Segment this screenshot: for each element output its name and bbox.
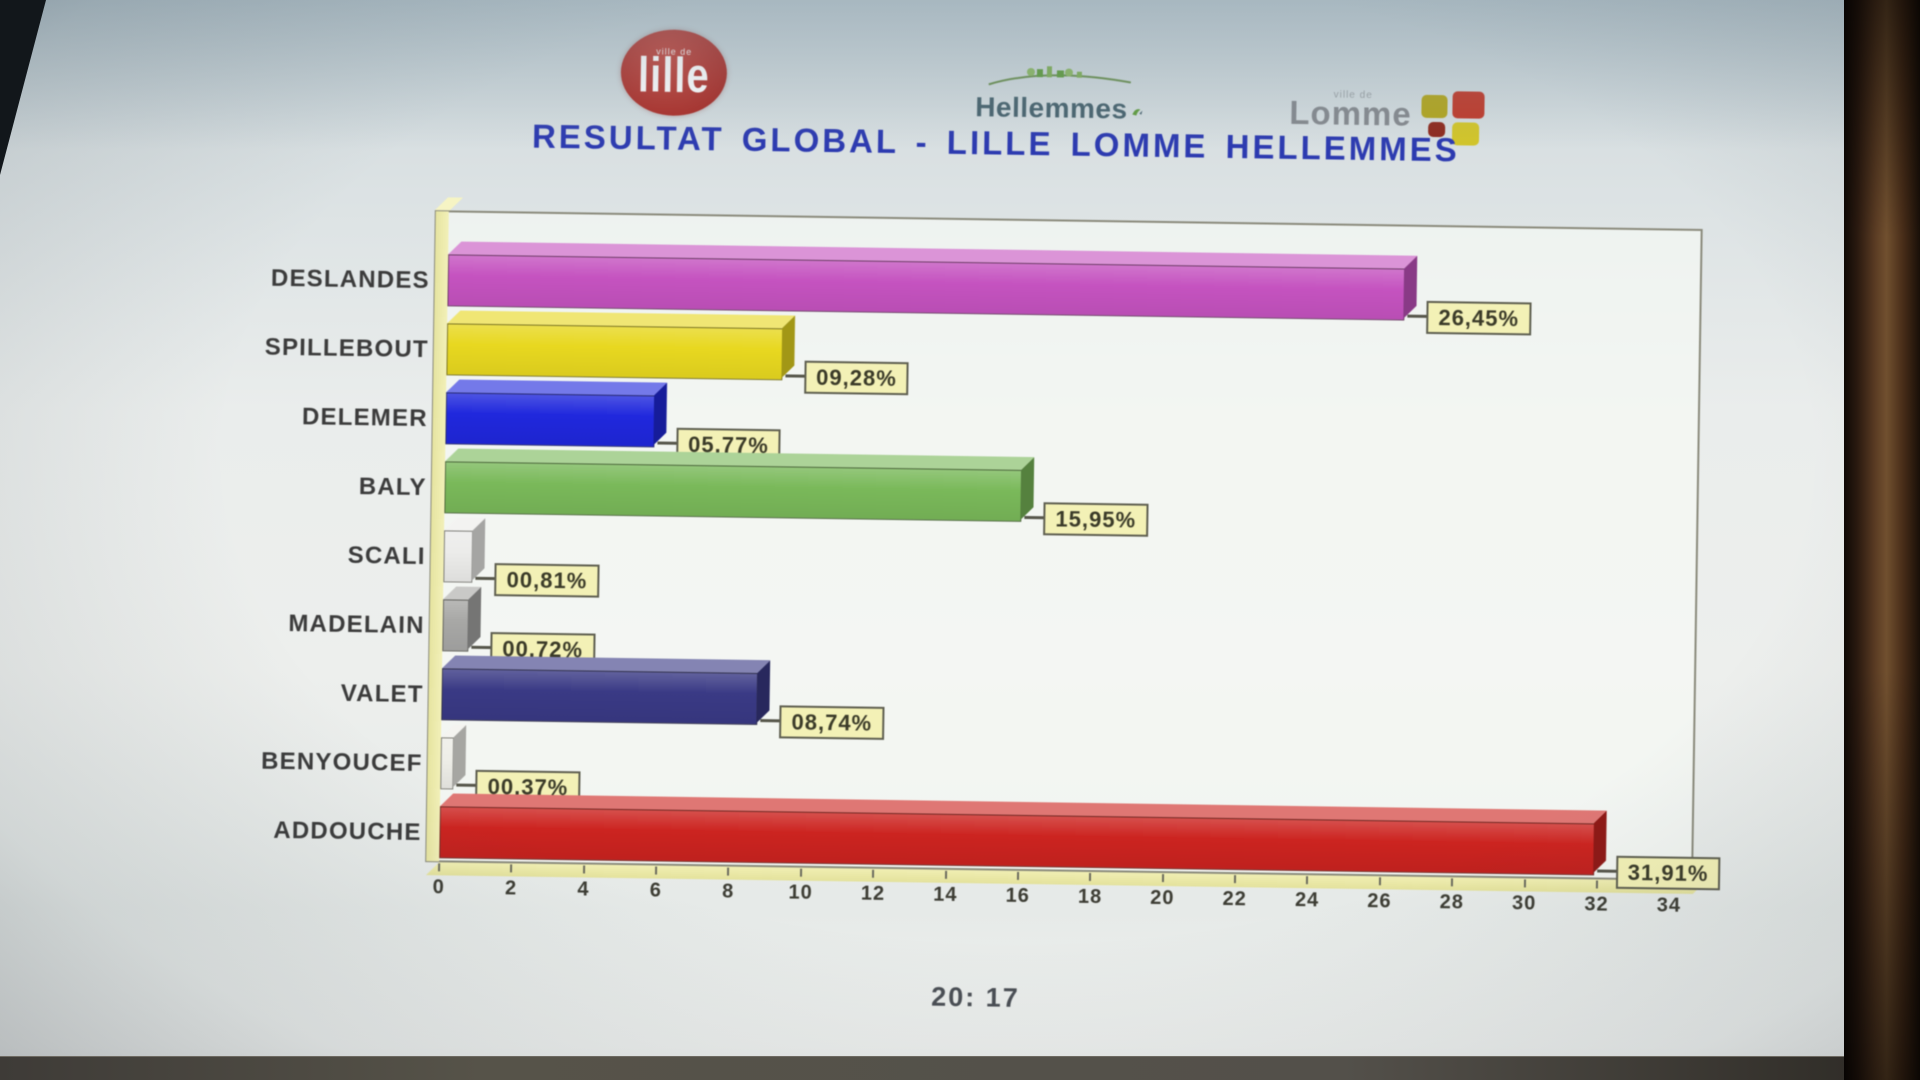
axis-tick-mark [1161,874,1164,883]
axis-tick-label: 8 [722,880,735,903]
axis-tick-mark [799,868,802,877]
bar-label: SCALI [347,541,426,571]
axis-tick-label: 22 [1222,887,1248,911]
bar-label: MADELAIN [288,610,425,640]
bar-top-face [442,655,770,673]
bar-spillebout [446,323,783,381]
value-leader-line [1596,869,1617,873]
hellemmes-logo: Hellemmes [964,60,1155,126]
axis-tick-label: 30 [1511,892,1537,915]
axis-tick-label: 12 [860,882,886,905]
hellemmes-skyline-icon [988,66,1131,86]
axis-tick-mark [944,870,947,879]
axis-tick-mark [727,867,730,876]
axis-tick-mark [1016,871,1020,880]
axis-tick-label: 26 [1367,890,1392,913]
bar-benyoucef [440,737,454,790]
axis-tick-label: 24 [1294,889,1320,912]
bar-top-face [440,793,1607,823]
bar-label: BENYOUCEF [260,747,423,778]
chart-wall-cap [435,197,463,210]
axis-tick-mark [1523,879,1526,888]
bar-deslandes [447,254,1405,321]
curtain-right [1844,0,1920,1080]
axis-tick-mark [582,865,585,874]
axis-tick-label: 32 [1584,893,1609,916]
hellemmes-logo-text: Hellemmes [975,91,1128,125]
bar-scali [443,530,473,583]
value-leader-line [475,576,496,581]
value-box: 31,91% [1615,855,1721,891]
value-leader-line [1407,314,1428,318]
axis-tick-mark [1451,878,1454,887]
lomme-logo-text: Lomme [1289,93,1413,133]
axis-tick-label: 20 [1150,886,1175,910]
axis-tick-label: 34 [1656,894,1682,917]
axis-tick-mark [1234,875,1237,884]
bar-valet [441,668,758,726]
value-leader-line [1024,515,1045,520]
bar-top-face [448,241,1417,268]
value-leader-line [471,645,492,650]
axis-tick-mark [1378,877,1381,886]
value-box: 09,28% [803,360,910,396]
value-leader-line [785,374,806,378]
room-bottom-edge [0,1056,1920,1080]
axis-tick-mark [1306,876,1309,885]
axis-tick-label: 6 [649,879,663,902]
axis-tick-label: 18 [1077,885,1103,909]
bar-top-face [447,310,795,328]
axis-tick-mark [872,869,875,878]
axis-tick-label: 2 [504,877,518,900]
bar-label: SPILLEBOUT [264,333,429,364]
bar-label: VALET [340,679,424,709]
value-box: 15,95% [1043,502,1149,537]
value-leader-line [657,441,678,445]
bar-label: BALY [358,473,427,502]
axis-tick-mark [1089,872,1092,881]
value-box: 26,45% [1426,300,1532,336]
axis-tick-label: 14 [933,883,958,906]
lille-logo-text: lille [637,48,711,103]
axis-tick-label: 4 [577,878,590,901]
bar-label: DELEMER [301,403,428,433]
axis-tick-label: 28 [1439,891,1465,914]
bar-madelain [442,599,469,652]
axis-tick-label: 16 [1005,884,1030,908]
bar-label: DESLANDES [270,264,430,295]
lomme-square-red [1452,91,1486,119]
axis-tick-label: 0 [432,876,446,899]
bar-top-face [446,379,667,395]
hellemmes-leaf-icon [1129,104,1143,123]
axis-tick-mark [655,866,658,875]
value-box: 08,74% [779,705,885,740]
axis-tick-mark [1595,880,1598,889]
value-leader-line [456,783,477,787]
value-leader-line [760,719,781,723]
bar-delemer [445,392,655,448]
bar-label: ADDOUCHE [273,816,422,847]
clock-text: 20: 17 [931,981,1020,1013]
lille-logo: ville de lille [620,28,728,117]
bar-baly [444,461,1022,522]
value-box: 00,81% [494,563,600,598]
axis-tick-mark [510,864,513,873]
axis-tick-mark [438,863,441,872]
chart-plot: 0 2 4 6 8 10 12 14 16 18 20 22 24 26 28 30 32 34 DESLANDE… [261,210,1721,917]
axis-tick-label: 10 [788,881,813,904]
lomme-square-olive [1421,94,1449,119]
